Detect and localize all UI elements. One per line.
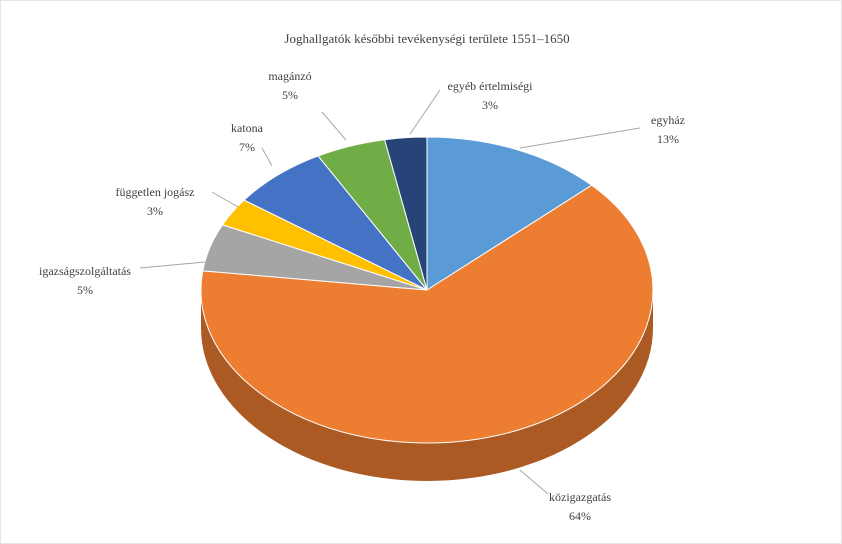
leader-line bbox=[409, 89, 441, 135]
pie-slice bbox=[426, 136, 593, 291]
chart-title: Joghallgatók későbbi tevékenységi terüle… bbox=[284, 31, 569, 46]
data-label-value: 64% bbox=[569, 509, 591, 523]
leader-line bbox=[519, 469, 549, 495]
leader-line bbox=[261, 147, 273, 167]
data-label-name: egyház bbox=[651, 113, 685, 127]
pie-slice bbox=[384, 136, 428, 291]
data-label-name: egyéb értelmiségi bbox=[448, 79, 534, 93]
leader-line bbox=[519, 127, 641, 149]
data-label-name: igazságszolgáltatás bbox=[39, 264, 131, 278]
pie-slice-side bbox=[201, 290, 653, 481]
leader-line bbox=[211, 191, 239, 208]
data-label-value: 7% bbox=[239, 140, 255, 154]
data-label-value: 5% bbox=[77, 283, 93, 297]
data-label-name: független jogász bbox=[116, 185, 195, 199]
data-label-name: közigazgatás bbox=[549, 490, 611, 504]
data-label-value: 3% bbox=[147, 204, 163, 218]
data-label-value: 5% bbox=[282, 88, 298, 102]
data-label-name: magánzó bbox=[268, 69, 311, 83]
data-label-name: katona bbox=[231, 121, 264, 135]
data-label-value: 13% bbox=[657, 132, 679, 146]
leader-line bbox=[139, 261, 206, 269]
data-label-value: 3% bbox=[482, 98, 498, 112]
leader-line bbox=[321, 111, 347, 141]
pie-slice bbox=[200, 184, 654, 444]
